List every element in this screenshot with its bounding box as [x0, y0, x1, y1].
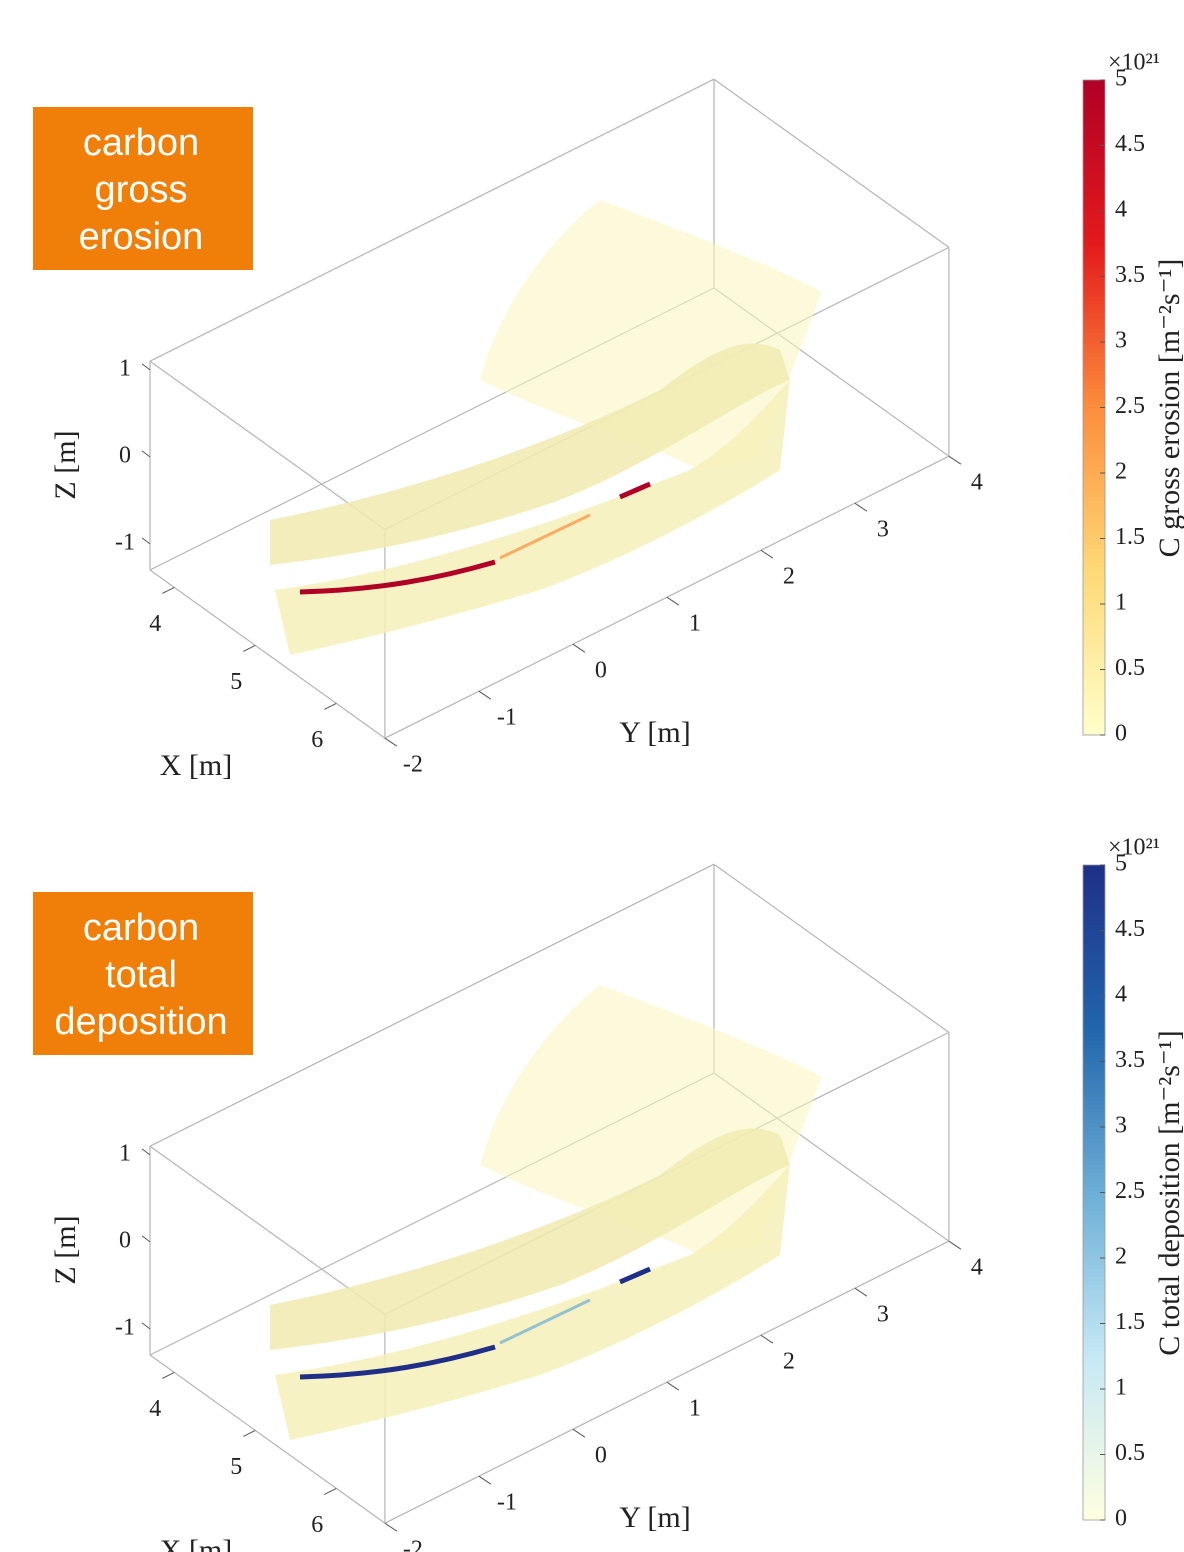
colorbar-tick-label: 4: [1115, 197, 1127, 223]
x-tick-label: 6: [311, 727, 323, 753]
colorbar-tick-label: 1: [1115, 590, 1127, 616]
colorbar-tick-label: 2.5: [1115, 1178, 1145, 1204]
x-tick-label: 5: [230, 1454, 242, 1480]
y-tick: [479, 691, 491, 699]
z-tick-label: -1: [115, 529, 135, 555]
y-tick: [479, 1476, 491, 1484]
z-tick-label: 0: [119, 442, 131, 468]
y-tick: [761, 550, 773, 558]
z-tick: [142, 1149, 150, 1155]
y-tick-label: -1: [497, 1490, 517, 1516]
y-tick: [949, 1241, 961, 1249]
colorbar-tick-label: 4: [1115, 982, 1127, 1008]
y-tick-label: 1: [689, 611, 701, 637]
colorbar-tick-label: 0.5: [1115, 1440, 1145, 1466]
colorbar-multiplier: ×10²¹: [1108, 50, 1160, 76]
z-tick: [142, 1236, 150, 1242]
y-tick: [667, 1382, 679, 1390]
z-tick-label: 1: [119, 1140, 131, 1166]
annotation-text: carbon: [83, 122, 199, 164]
x-tick-label: 6: [311, 1512, 323, 1538]
colorbar-tick-label: 1.5: [1115, 1309, 1145, 1335]
z-tick: [142, 451, 150, 457]
y-axis-label: Y [m]: [619, 1501, 690, 1534]
annotation-text: carbon: [83, 907, 199, 949]
y-tick: [949, 456, 961, 464]
y-tick: [385, 738, 397, 746]
y-tick-label: -2: [403, 1537, 423, 1552]
box-edge: [714, 864, 949, 1032]
colorbar-tick-label: 1: [1115, 1375, 1127, 1401]
colorbar-tick-label: 3: [1115, 328, 1127, 354]
y-tick-label: -2: [403, 752, 423, 778]
colorbar-tick-label: 1.5: [1115, 524, 1145, 550]
y-tick-label: 1: [689, 1396, 701, 1422]
y-tick-label: 2: [783, 564, 795, 590]
colorbar-multiplier: ×10²¹: [1108, 835, 1160, 861]
y-tick: [573, 1429, 585, 1437]
colorbar-tick-label: 2: [1115, 1244, 1127, 1270]
panel: 4 5 6 -2 -1 0 1 2 3 4 -1 0 1 X [m] Y [m] Z [m] carbon gro…: [33, 50, 1184, 782]
y-tick-label: 3: [877, 1302, 889, 1328]
colorbar-tick-label: 0: [1115, 721, 1127, 747]
colorbar-tick-label: 3: [1115, 1113, 1127, 1139]
y-tick: [855, 1288, 867, 1296]
x-tick: [324, 703, 336, 709]
y-tick-label: 3: [877, 517, 889, 543]
y-tick: [385, 1523, 397, 1531]
z-tick: [142, 538, 150, 544]
y-tick-label: 2: [783, 1349, 795, 1375]
y-tick-label: 4: [971, 470, 983, 496]
z-tick: [142, 1323, 150, 1329]
colorbar-label: C total deposition [m⁻²s⁻¹]: [1153, 1030, 1184, 1355]
colorbar-tick-label: 3.5: [1115, 1047, 1145, 1073]
annotation-text: erosion: [79, 216, 204, 258]
y-tick-label: 0: [595, 658, 607, 684]
x-axis-label: X [m]: [160, 749, 232, 782]
y-tick: [573, 644, 585, 652]
z-tick-label: 0: [119, 1227, 131, 1253]
colorbar-tick-label: 2.5: [1115, 393, 1145, 419]
annotation-text: total: [105, 954, 177, 996]
annotation-text: deposition: [54, 1001, 227, 1043]
z-axis-label: Z [m]: [49, 1215, 82, 1284]
colorbar-tick-label: 0.5: [1115, 655, 1145, 681]
y-tick: [667, 597, 679, 605]
x-tick: [243, 645, 255, 651]
z-axis-label: Z [m]: [49, 430, 82, 499]
x-axis-label: X [m]: [160, 1534, 232, 1552]
colorbar-label: C gross erosion [m⁻²s⁻¹]: [1153, 259, 1184, 558]
z-tick-label: -1: [115, 1314, 135, 1340]
y-tick-label: 0: [595, 1443, 607, 1469]
annotation-text: gross: [95, 169, 188, 211]
colorbar-tick-label: 0: [1115, 1506, 1127, 1532]
x-tick-label: 5: [230, 669, 242, 695]
box-edge: [714, 79, 949, 247]
colorbar-tick-label: 4.5: [1115, 916, 1145, 942]
colorbar-tick-label: 3.5: [1115, 262, 1145, 288]
colorbar-tick-label: 4.5: [1115, 131, 1145, 157]
x-tick: [324, 1488, 336, 1494]
y-tick-label: 4: [971, 1255, 983, 1281]
colorbar-tick-label: 2: [1115, 459, 1127, 485]
x-tick: [162, 587, 174, 593]
x-tick: [243, 1430, 255, 1436]
figure: 4 5 6 -2 -1 0 1 2 3 4 -1 0 1 X [m] Y [m] Z [m] carbon gro…: [0, 0, 1184, 1552]
z-tick: [142, 364, 150, 370]
panel: 4 5 6 -2 -1 0 1 2 3 4 -1 0 1 X [m] Y [m] Z [m] carbon tot…: [33, 835, 1184, 1552]
y-axis-label: Y [m]: [619, 716, 690, 749]
y-tick: [761, 1335, 773, 1343]
z-tick-label: 1: [119, 355, 131, 381]
y-tick-label: -1: [497, 705, 517, 731]
y-tick: [855, 503, 867, 511]
x-tick-label: 4: [149, 611, 161, 637]
x-tick: [162, 1372, 174, 1378]
x-tick-label: 4: [149, 1396, 161, 1422]
